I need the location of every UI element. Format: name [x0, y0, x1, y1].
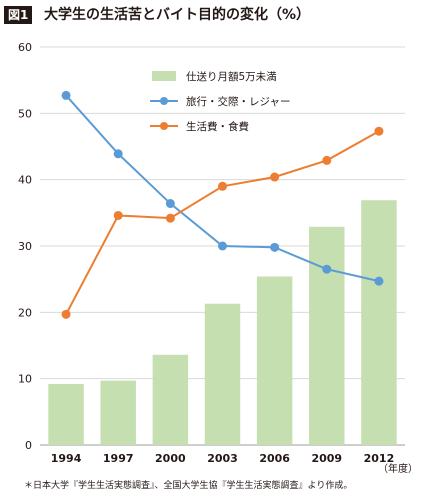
bar: [256, 276, 293, 445]
data-point: [374, 276, 384, 286]
legend-swatch-marker: [160, 122, 168, 130]
bar: [204, 303, 241, 445]
x-tick-label: 2012: [364, 452, 395, 465]
bar: [152, 354, 189, 445]
data-point: [322, 264, 332, 274]
figure-label: 図1: [4, 6, 33, 24]
bar: [361, 200, 397, 445]
x-tick-label: 2006: [259, 452, 290, 465]
data-point: [270, 172, 280, 182]
legend-swatch-bar: [152, 71, 176, 81]
data-point: [218, 241, 227, 251]
chart-title: 大学生の生活苦とバイト目的の変化（%）: [44, 7, 311, 23]
legend-label: 仕送り月額5万未満: [186, 70, 277, 83]
bar: [309, 226, 345, 445]
data-point: [165, 199, 175, 209]
data-point: [61, 309, 71, 319]
bar: [48, 383, 84, 445]
y-tick-label: 50: [18, 107, 32, 120]
legend-swatch-marker: [160, 97, 168, 105]
data-point: [374, 126, 384, 136]
y-tick-label: 30: [18, 240, 32, 253]
data-point: [113, 210, 123, 220]
data-point: [113, 149, 123, 159]
line-series: [61, 90, 384, 319]
legend-label: 旅行・交際・レジャー: [186, 95, 290, 108]
x-tick-label: 1994: [51, 452, 82, 465]
data-point: [165, 213, 175, 223]
y-tick-label: 20: [18, 306, 32, 319]
y-tick-label: 0: [25, 439, 32, 452]
bar-series: [48, 200, 397, 445]
x-tick-label: 2003: [207, 452, 238, 465]
x-axis-unit: （年度）: [378, 462, 418, 475]
data-point: [61, 90, 71, 100]
source-note: ＊日本大学『学生生活実態調査』、全国大学生協『学生生活実態調査』より作成。: [24, 481, 353, 491]
data-point: [270, 242, 280, 252]
legend-label: 生活費・食費: [186, 120, 249, 133]
y-axis-ticks: 0 10 20 30 40 50 60: [18, 41, 32, 452]
y-tick-label: 10: [18, 373, 32, 386]
chart-header: 図1 大学生の生活苦とバイト目的の変化（%）: [0, 0, 422, 30]
x-tick-label: 1997: [103, 452, 134, 465]
data-point: [322, 155, 332, 165]
y-tick-label: 40: [18, 174, 32, 187]
data-point: [218, 181, 227, 191]
y-tick-label: 60: [18, 41, 32, 54]
x-tick-label: 2000: [155, 452, 186, 465]
x-axis-ticks: 1994 1997 2000 2003 2006 2009 2012: [51, 452, 394, 465]
bar: [100, 380, 136, 445]
x-tick-label: 2009: [311, 452, 342, 465]
